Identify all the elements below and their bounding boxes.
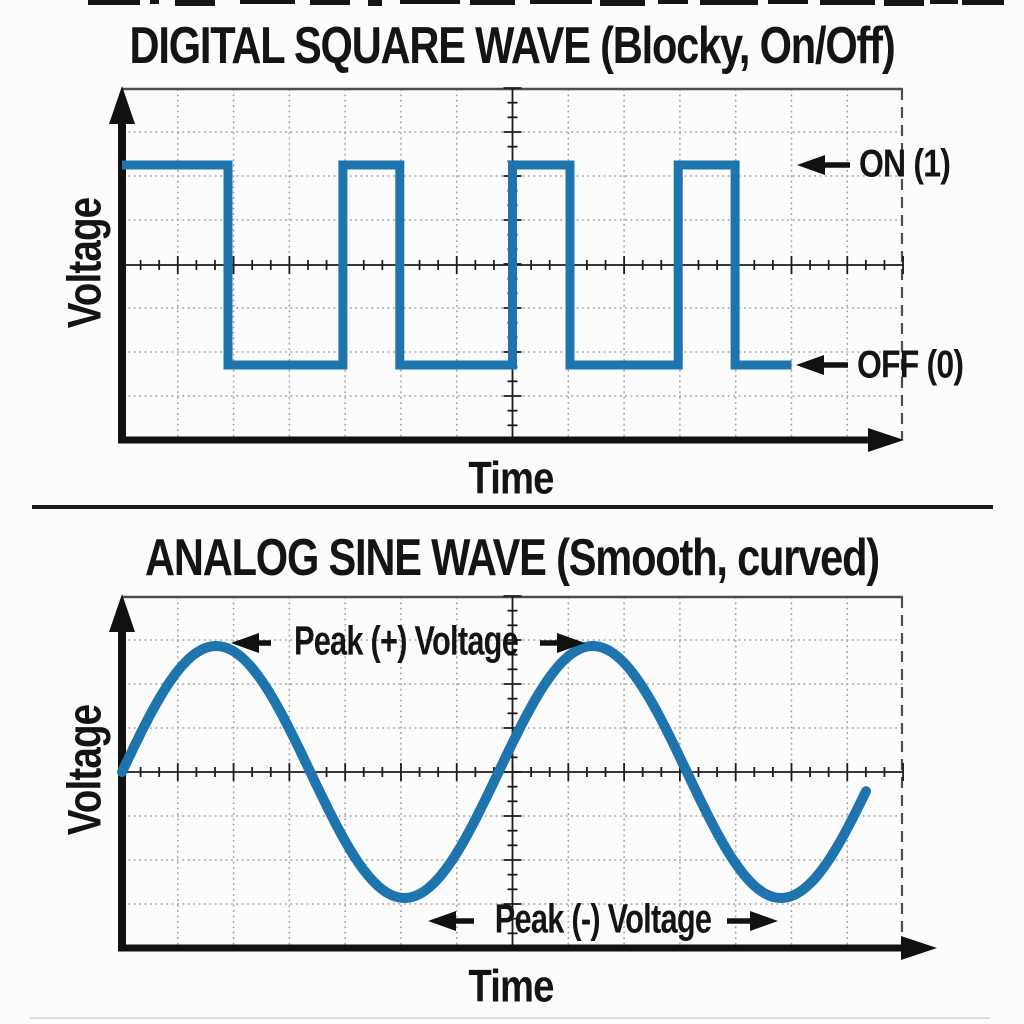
- peak-negative-voltage-annotation: Peak (-) Voltage: [494, 895, 712, 942]
- section-divider-line: [32, 505, 993, 509]
- cropped-text-fragment: [930, 0, 958, 4]
- analog-y-axis-label: Voltage: [57, 704, 111, 836]
- cropped-text-fragment: [530, 0, 592, 4]
- cropped-text-fragment: [700, 0, 758, 5]
- cropped-text-fragment: [658, 0, 688, 4]
- on-level-annotation: ON (1): [859, 142, 951, 186]
- digital-y-axis-label: Voltage: [57, 197, 111, 329]
- digital-x-axis-label: Time: [468, 452, 554, 504]
- bottom-edge-artifact: [30, 1017, 990, 1019]
- sine-wave-path: [117, 640, 871, 904]
- cropped-text-fragment: [310, 0, 350, 5]
- cropped-text-fragment: [470, 0, 515, 5]
- off-level-annotation: OFF (0): [857, 343, 964, 387]
- digital-annotation-arrows: [796, 155, 850, 375]
- analog-chart: [109, 594, 937, 960]
- cropped-text-fragment: [150, 0, 159, 4]
- cropped-text-fragment: [600, 0, 645, 6]
- cropped-text-fragment: [175, 0, 215, 6]
- cropped-text-fragment: [820, 0, 875, 5]
- digital-chart: [109, 86, 904, 452]
- cropped-text-fragment: [768, 0, 808, 4]
- cropped-text-fragment: [884, 0, 924, 6]
- square-wave-path: [122, 160, 792, 370]
- analog-x-axis-label: Time: [468, 960, 554, 1012]
- cropped-text-fragment: [240, 0, 295, 4]
- digital-chart-title: DIGITAL SQUARE WAVE (Blocky, On/Off): [129, 17, 896, 75]
- cropped-text-fragment: [368, 0, 382, 6]
- analog-axes: [109, 594, 937, 960]
- cropped-text-fragment: [88, 0, 140, 5]
- analog-annotation-arrows: [231, 633, 778, 931]
- analog-chart-title: ANALOG SINE WAVE (Smooth, curved): [145, 529, 880, 587]
- cropped-text-fragment: [400, 0, 460, 4]
- cropped-text-fragment: [962, 0, 1004, 5]
- peak-positive-voltage-annotation: Peak (+) Voltage: [293, 617, 519, 664]
